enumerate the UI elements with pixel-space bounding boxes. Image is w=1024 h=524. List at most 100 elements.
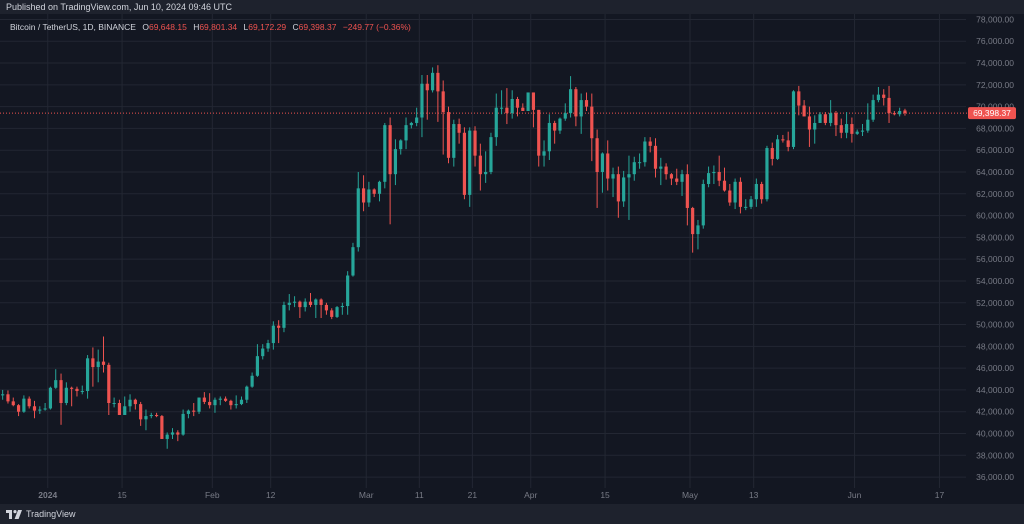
last-price-badge: 69,398.37 [968, 107, 1016, 120]
candle [117, 399, 122, 415]
y-tick-label: 68,000.00 [976, 123, 1014, 133]
candle [563, 103, 567, 121]
candle-body [208, 401, 212, 406]
candle-body [96, 361, 100, 368]
candle [186, 409, 191, 419]
candle [627, 155, 631, 220]
y-tick-label: 62,000.00 [976, 189, 1014, 199]
candle-body [616, 174, 620, 202]
candle [542, 140, 546, 167]
candlestick-chart[interactable]: 36,000.00 38,000.00 40,000.00 42,000.00 44,0… [0, 14, 1024, 504]
candle-body [839, 125, 843, 133]
candle [239, 396, 244, 406]
candle [298, 300, 302, 319]
candle-body [775, 139, 780, 159]
candle [361, 175, 366, 212]
published-text: Published on TradingView.com, Jun 10, 20… [6, 2, 232, 12]
candle [16, 404, 21, 417]
y-tick-label: 64,000.00 [976, 167, 1014, 177]
candle [457, 118, 461, 144]
candle [807, 106, 812, 147]
candle-body [898, 110, 902, 115]
candle-body [547, 122, 551, 152]
candle [415, 107, 419, 127]
candle [499, 90, 504, 115]
candle-body [701, 183, 705, 226]
price-badge-bg [968, 107, 1016, 120]
candle [11, 397, 15, 407]
x-tick-label: 21 [468, 490, 478, 500]
candle [643, 137, 647, 167]
candle [510, 90, 514, 119]
candle [48, 386, 53, 410]
candle [409, 121, 413, 129]
candle-body [791, 91, 796, 147]
candle [330, 308, 334, 320]
candle-body [287, 302, 291, 305]
tradingview-brand[interactable]: TradingView [6, 509, 76, 519]
candle [484, 151, 488, 183]
candle [590, 93, 594, 162]
candle [505, 88, 509, 125]
candle-body [866, 119, 870, 131]
candle [441, 80, 445, 155]
candle [706, 166, 711, 188]
candle-body [733, 181, 737, 203]
candle-body [669, 174, 674, 179]
x-tick-label: 12 [266, 490, 276, 500]
candle [303, 298, 307, 312]
candle-body [579, 100, 583, 117]
candle [38, 406, 42, 414]
candle [64, 382, 68, 406]
candle-body [823, 114, 827, 123]
candle-body [43, 408, 47, 410]
candle [85, 355, 90, 399]
candle-body [786, 140, 790, 147]
candle [765, 145, 769, 202]
candle-body [70, 387, 74, 389]
candle [839, 118, 843, 139]
x-tick-label: 17 [935, 490, 945, 500]
candle-body [600, 153, 605, 172]
candle-body [648, 141, 652, 146]
time-axis[interactable]: 2024 15 Feb 12 Mar 11 21 Apr 15 May 13 Jun 17 [38, 490, 944, 500]
candle [292, 296, 297, 308]
candle [420, 75, 424, 138]
candle [871, 94, 875, 122]
candle [892, 110, 896, 116]
candle [717, 155, 721, 187]
candle [356, 172, 360, 252]
candle [154, 412, 159, 418]
candle [744, 199, 748, 211]
candle-body [738, 181, 743, 207]
candle-body [112, 403, 116, 405]
candle-body [542, 151, 546, 156]
candle-body [813, 122, 817, 130]
price-axis[interactable]: 36,000.00 38,000.00 40,000.00 42,000.00 44,0… [976, 14, 1014, 482]
candle [452, 119, 456, 167]
candle [770, 142, 774, 166]
candle [96, 349, 100, 383]
candle [383, 122, 387, 189]
candle-body [452, 124, 456, 158]
svg-text:Bitcoin / TetherUS, 1D, BINANC: Bitcoin / TetherUS, 1D, BINANCE O69,648.… [10, 22, 411, 32]
candle-body [553, 122, 557, 131]
candle-body [346, 275, 350, 307]
candle-body [685, 174, 689, 208]
chart-container[interactable]: 36,000.00 38,000.00 40,000.00 42,000.00 44,0… [0, 14, 1024, 504]
candle-body [499, 107, 504, 109]
candle-body [149, 414, 153, 417]
candle-body [80, 391, 84, 393]
candle [123, 396, 127, 415]
candle-body [712, 172, 716, 174]
candle-body [430, 72, 435, 91]
y-tick-label: 48,000.00 [976, 341, 1014, 351]
candle [680, 169, 684, 196]
candle [526, 92, 530, 111]
ohlc-legend: Bitcoin / TetherUS, 1D, BINANCE O69,648.… [10, 22, 411, 32]
candle [367, 181, 371, 207]
candle [43, 403, 47, 411]
candle-body [653, 145, 658, 169]
candle-body [107, 364, 111, 404]
y-tick-label: 50,000.00 [976, 320, 1014, 330]
